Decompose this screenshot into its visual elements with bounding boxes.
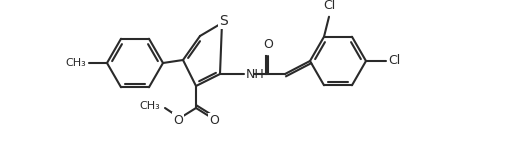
Text: O: O: [173, 114, 183, 127]
Text: CH₃: CH₃: [65, 58, 86, 68]
Text: Cl: Cl: [388, 54, 400, 68]
Text: S: S: [220, 14, 228, 28]
Text: Cl: Cl: [323, 0, 335, 12]
Text: O: O: [209, 115, 219, 127]
Text: O: O: [263, 38, 273, 51]
Text: CH₃: CH₃: [139, 101, 160, 111]
Text: NH: NH: [246, 68, 265, 80]
